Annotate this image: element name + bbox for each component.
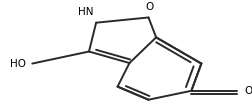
Text: O: O [145,2,153,12]
Text: O: O [243,86,251,96]
Text: HO: HO [10,59,26,69]
Text: HN: HN [77,7,93,17]
